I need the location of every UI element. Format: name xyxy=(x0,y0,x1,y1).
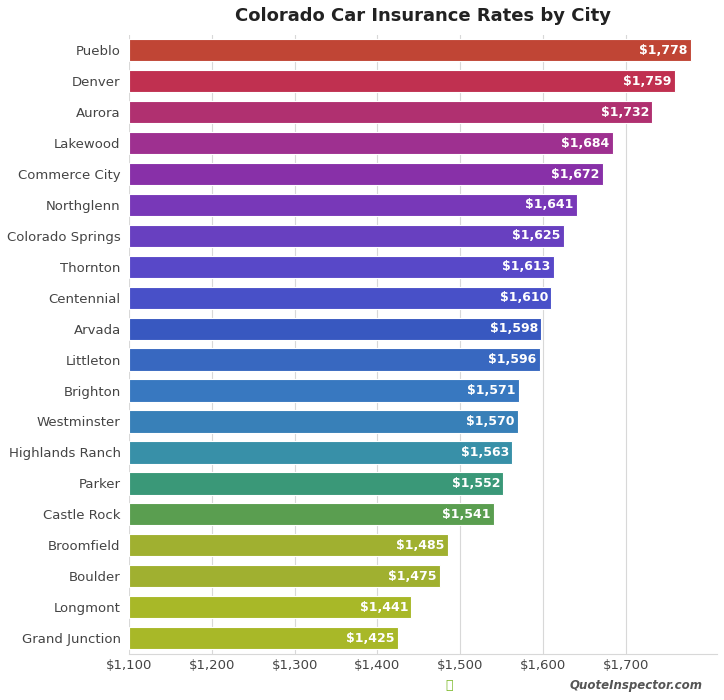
Bar xyxy=(129,410,518,433)
Bar xyxy=(129,627,398,649)
Bar xyxy=(129,256,554,278)
Title: Colorado Car Insurance Rates by City: Colorado Car Insurance Rates by City xyxy=(235,7,611,25)
Bar xyxy=(129,565,439,587)
Text: $1,778: $1,778 xyxy=(639,44,687,57)
Bar xyxy=(129,194,577,216)
Text: $1,625: $1,625 xyxy=(512,230,560,242)
Text: $1,672: $1,672 xyxy=(551,167,599,181)
Text: $1,552: $1,552 xyxy=(452,477,500,490)
Bar xyxy=(129,441,513,463)
Bar xyxy=(129,318,542,340)
Text: $1,732: $1,732 xyxy=(601,106,649,119)
Bar xyxy=(129,379,519,402)
Bar xyxy=(129,101,652,123)
Text: $1,563: $1,563 xyxy=(461,446,509,459)
Text: $1,571: $1,571 xyxy=(467,384,515,397)
Bar xyxy=(129,132,613,154)
Bar xyxy=(129,596,411,618)
Text: $1,541: $1,541 xyxy=(442,508,491,521)
Text: $1,596: $1,596 xyxy=(488,353,536,366)
Text: $1,570: $1,570 xyxy=(466,415,515,428)
Bar xyxy=(129,503,494,526)
Text: $1,610: $1,610 xyxy=(500,291,548,304)
Bar xyxy=(129,163,603,186)
Text: $1,425: $1,425 xyxy=(346,631,395,645)
Bar xyxy=(129,225,564,247)
Bar xyxy=(129,39,691,62)
Text: $1,475: $1,475 xyxy=(388,570,437,582)
Bar xyxy=(129,349,540,371)
Bar xyxy=(129,286,552,309)
Text: $1,613: $1,613 xyxy=(502,260,550,273)
Text: $1,684: $1,684 xyxy=(561,136,610,150)
Bar xyxy=(129,473,503,494)
Text: Ⓢ: Ⓢ xyxy=(445,678,452,692)
Text: $1,485: $1,485 xyxy=(396,539,445,552)
Text: $1,641: $1,641 xyxy=(526,199,574,211)
Bar xyxy=(129,534,448,556)
Text: $1,441: $1,441 xyxy=(360,601,408,614)
Text: $1,598: $1,598 xyxy=(490,322,538,335)
Text: $1,759: $1,759 xyxy=(623,75,671,88)
Text: QuoteInspector.com: QuoteInspector.com xyxy=(569,678,702,692)
Bar xyxy=(129,70,675,92)
